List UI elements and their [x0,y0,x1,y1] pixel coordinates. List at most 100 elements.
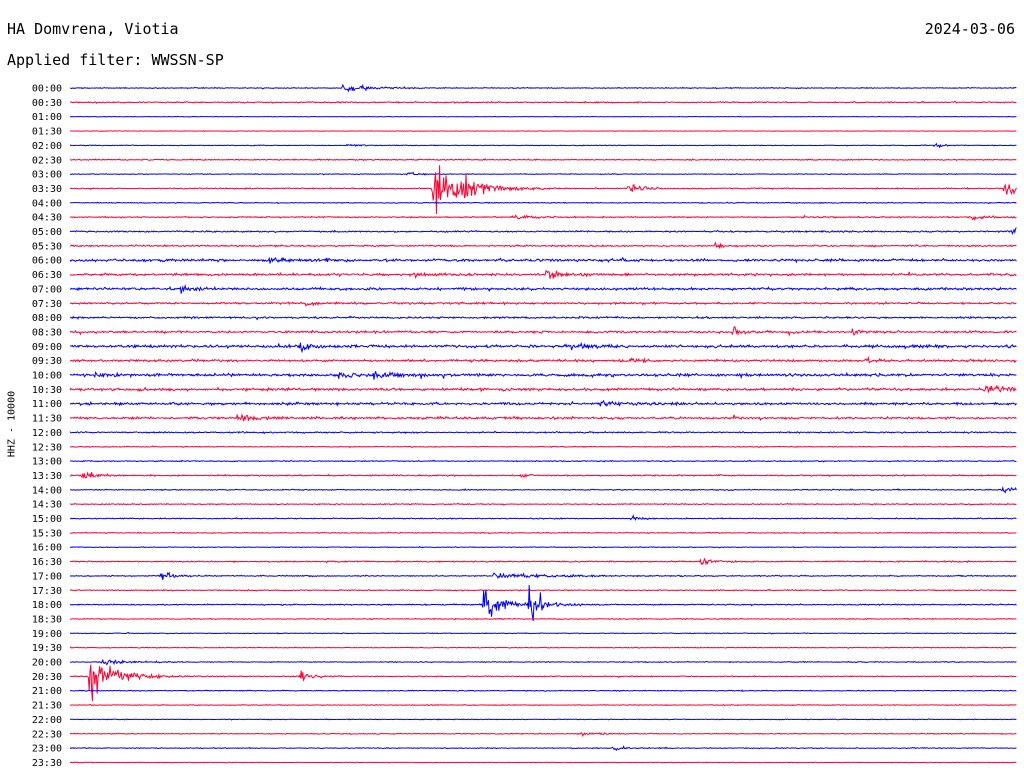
row-time-label: 07:30 [32,299,62,310]
row-time-label: 12:30 [32,442,62,453]
row-time-label: 09:00 [32,342,62,353]
row-time-label: 13:30 [32,471,62,482]
trace-row [69,214,1017,222]
row-time-label: 08:30 [32,327,62,338]
row-time-label: 23:00 [32,744,62,755]
trace-row [69,531,1017,535]
trace-row [69,445,1017,449]
trace-row [69,412,1017,422]
row-time-label: 22:30 [32,729,62,740]
row-time-label: 04:00 [32,198,62,209]
row-time-label: 17:30 [32,586,62,597]
trace-row [69,227,1017,236]
trace-row [69,631,1017,635]
row-time-label: 00:00 [32,84,62,95]
trace-row [69,689,1017,693]
trace-row [69,83,1017,93]
trace-row [69,703,1017,707]
trace-row [69,761,1017,764]
trace-row [69,658,1017,666]
trace-row [69,315,1017,321]
trace-row [69,617,1017,621]
row-time-label: 10:00 [32,371,62,382]
row-time-label: 08:00 [32,313,62,324]
row-time-label: 11:00 [32,399,62,410]
trace-row [69,588,1017,592]
trace-row [69,430,1017,435]
row-time-label: 19:30 [32,643,62,654]
trace-row [69,745,1017,751]
row-time-label: 02:30 [32,155,62,166]
seismic-traces [69,83,1017,764]
trace-row [69,459,1017,463]
row-time-label: 16:00 [32,543,62,554]
row-time-label: 03:30 [32,184,62,195]
row-time-label: 21:30 [32,701,62,712]
trace-row [69,514,1017,522]
trace-row [69,731,1017,738]
row-time-label: 20:30 [32,672,62,683]
trace-row [69,165,1017,214]
row-time-label: 07:00 [32,284,62,295]
row-time-label: 06:00 [32,256,62,267]
row-time-label: 18:00 [32,600,62,611]
row-time-label: 20:00 [32,658,62,669]
row-time-label: 01:00 [32,112,62,123]
trace-row [69,201,1017,205]
row-time-label: 17:00 [32,571,62,582]
trace-row [69,100,1017,104]
trace-row [70,284,1017,294]
row-time-label: 09:30 [32,356,62,367]
trace-row [69,399,1017,408]
trace-row [69,171,1017,176]
row-time-label: 19:00 [32,629,62,640]
trace-row [69,325,1017,337]
trace-row [69,485,1017,494]
row-time-label: 16:30 [32,557,62,568]
station-title: HA Domvrena, Viotia [7,20,179,38]
trace-row [69,241,1017,250]
row-time-label: 14:00 [32,485,62,496]
trace-row [69,584,1017,622]
trace-row [69,142,1017,149]
row-time-label: 13:00 [32,457,62,468]
trace-row [69,256,1017,264]
row-time-label: 02:00 [32,141,62,152]
row-time-label: 21:00 [32,686,62,697]
row-time-label: 23:30 [32,758,62,769]
row-time-label: 00:30 [32,98,62,109]
trace-row [69,371,1017,380]
trace-row [69,571,1017,581]
trace-row [69,502,1017,506]
row-time-label: 15:00 [32,514,62,525]
row-time-label: 11:30 [32,414,62,425]
trace-row [69,158,1017,162]
row-time-label: 04:30 [32,213,62,224]
row-time-label: 05:00 [32,227,62,238]
trace-row [69,270,1017,279]
row-time-label: 22:00 [32,715,62,726]
row-time-label: 14:30 [32,500,62,511]
filter-label: Applied filter: WWSSN-SP [7,51,224,69]
trace-row [69,115,1017,118]
row-time-label: 10:30 [32,385,62,396]
row-time-label: 03:00 [32,170,62,181]
row-time-label: 06:30 [32,270,62,281]
trace-row [69,557,1017,566]
trace-row [69,384,1017,393]
row-time-label: 15:30 [32,528,62,539]
trace-row [69,546,1017,549]
trace-row [69,300,1017,307]
trace-row [69,355,1017,364]
trace-row [69,341,1017,354]
row-time-label: 05:30 [32,241,62,252]
trace-row [69,646,1017,649]
row-time-label: 12:00 [32,428,62,439]
row-time-label: 01:30 [32,127,62,138]
date-label: 2024-03-06 [924,20,1015,38]
row-time-label: 18:30 [32,614,62,625]
trace-row [69,130,1017,132]
time-tick-labels: 00:00 00:30 01:00 01:30 02:00 02:30 03:00 03:30… [32,84,62,769]
trace-row [69,471,1017,479]
